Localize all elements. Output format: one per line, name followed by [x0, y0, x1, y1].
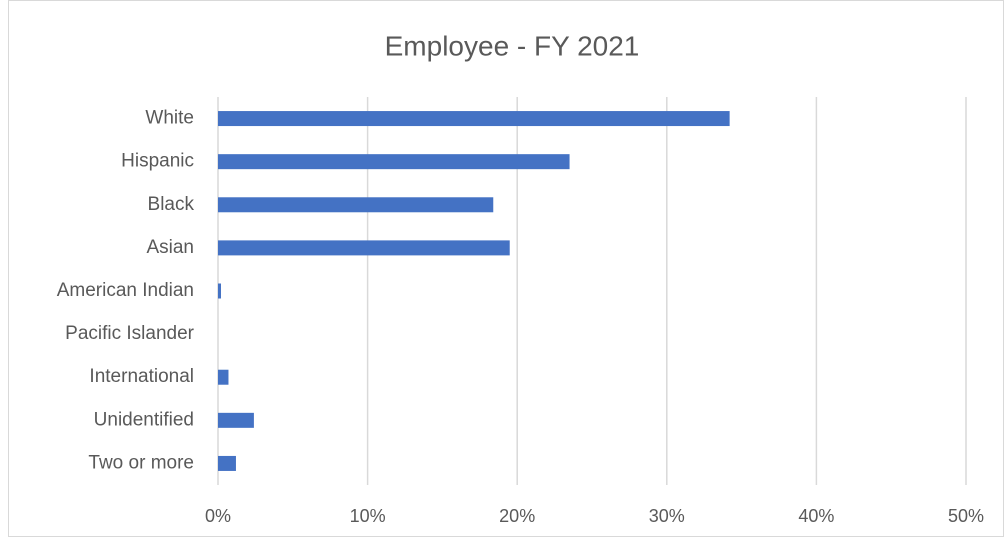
chart-title: Employee - FY 2021 [385, 30, 640, 61]
y-tick-label: Unidentified [94, 409, 194, 430]
x-tick-label: 10% [350, 506, 386, 526]
x-tick-label: 30% [649, 506, 685, 526]
x-tick-label: 20% [499, 506, 535, 526]
bar [218, 197, 494, 213]
y-tick-label: Black [148, 194, 195, 215]
y-tick-label: White [145, 108, 194, 129]
y-tick-label: Hispanic [121, 151, 194, 172]
y-tick-label: Pacific Islander [65, 323, 195, 344]
bar [218, 283, 221, 299]
y-tick-label: Asian [146, 237, 194, 258]
bar [218, 111, 730, 127]
y-tick-label: International [89, 366, 194, 387]
bar [218, 412, 254, 428]
bar [218, 455, 236, 471]
bar [218, 154, 570, 170]
chart-frame [8, 0, 1004, 537]
y-tick-label: American Indian [57, 280, 194, 301]
x-tick-label: 0% [205, 506, 231, 526]
x-tick-label: 40% [798, 506, 834, 526]
bar [218, 369, 229, 385]
bar [218, 240, 510, 256]
y-tick-label: Two or more [88, 452, 194, 473]
x-tick-label: 50% [948, 506, 984, 526]
